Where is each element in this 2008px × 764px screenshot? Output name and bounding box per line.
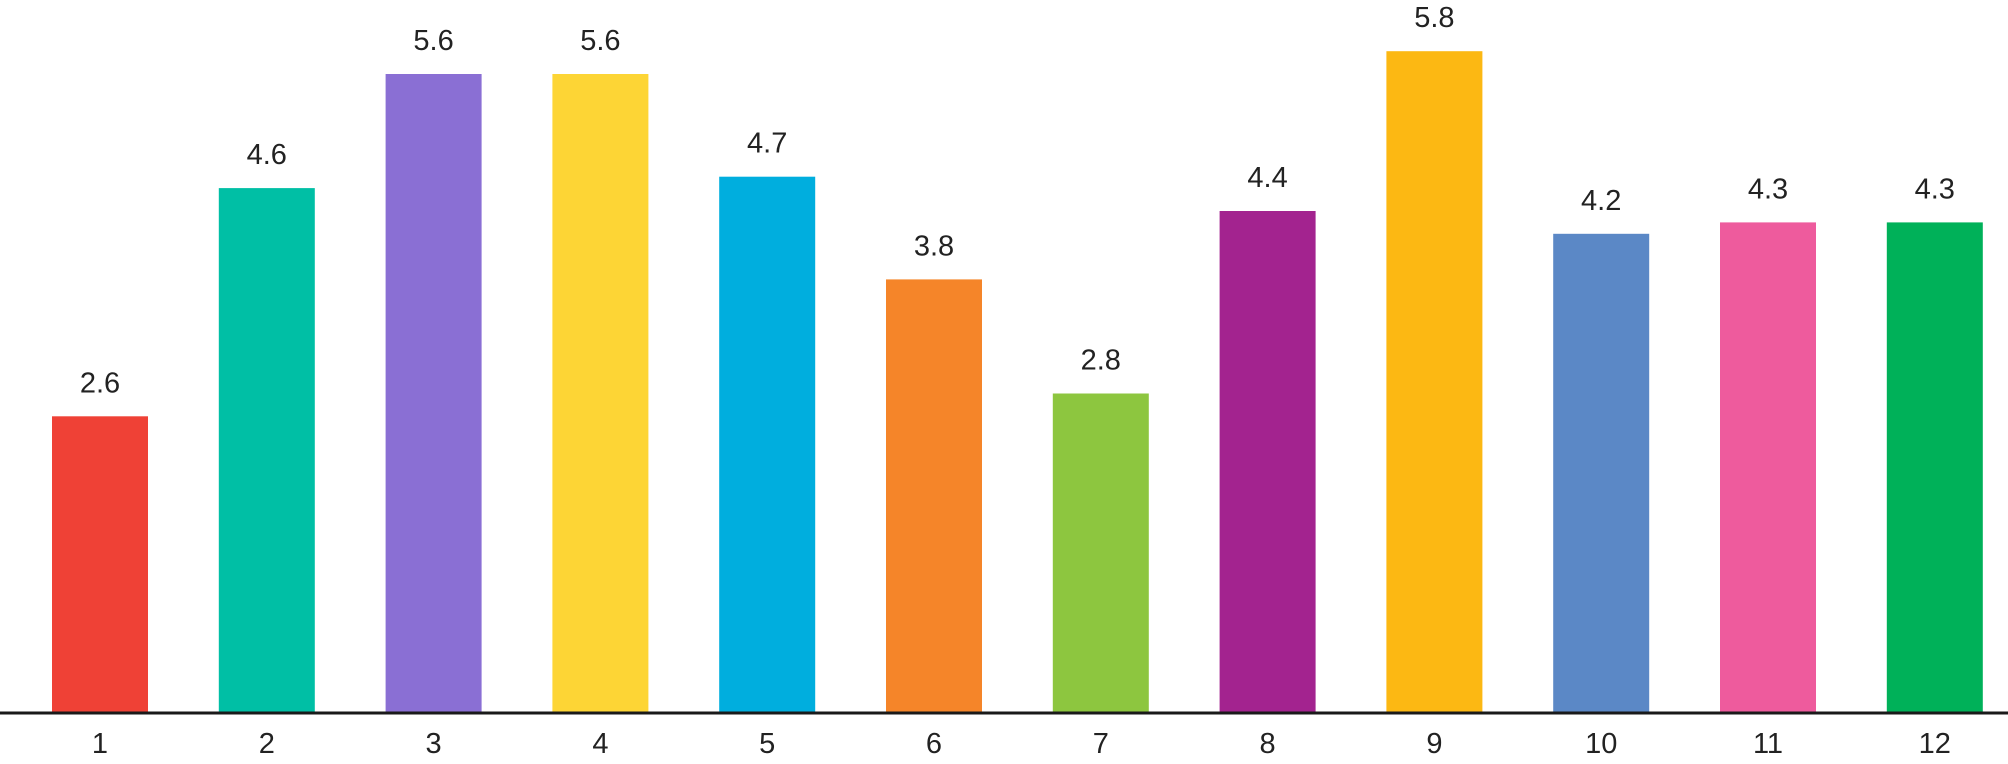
x-tick-label-9: 9 [1426,728,1442,760]
x-tick-label-6: 6 [926,728,942,760]
bar-5 [719,176,816,713]
bar-7 [1052,393,1149,713]
bars-group [52,51,1983,714]
bar-10 [1553,233,1650,714]
data-label-5: 4.7 [747,128,787,160]
data-label-2: 4.6 [247,139,287,171]
x-tick-label-11: 11 [1753,728,1783,760]
bar-12 [1886,222,1983,713]
data-label-11: 4.3 [1748,173,1788,205]
data-label-6: 3.8 [914,230,954,262]
x-tick-label-4: 4 [592,728,608,760]
data-label-8: 4.4 [1247,162,1287,194]
data-labels-group: 2.6 4.6 5.6 5.6 4.7 3.8 2.8 4.4 5.8 4.2 4.3 4.3 [80,2,1955,399]
bar-3 [385,74,482,713]
x-tick-labels-group: 1 2 3 4 5 6 7 8 9 10 11 12 [92,728,1951,760]
x-tick-label-7: 7 [1093,728,1109,760]
data-label-3: 5.6 [413,25,453,57]
data-label-1: 2.6 [80,367,120,399]
bar-11 [1720,222,1816,713]
data-label-12: 4.3 [1915,173,1955,205]
x-tick-label-5: 5 [759,728,775,760]
bar-2 [218,188,315,714]
x-tick-label-12: 12 [1919,728,1951,760]
bar-4 [552,74,649,713]
x-tick-label-8: 8 [1260,728,1276,760]
x-tick-label-1: 1 [92,728,108,760]
data-label-4: 5.6 [580,25,620,57]
bar-8 [1219,211,1316,713]
x-tick-label-2: 2 [259,728,275,760]
x-tick-label-3: 3 [426,728,442,760]
data-label-9: 5.8 [1414,2,1454,34]
bar-6 [886,279,982,713]
x-tick-label-10: 10 [1585,728,1617,760]
bar-9 [1386,51,1483,713]
data-label-7: 2.8 [1081,345,1121,377]
data-label-10: 4.2 [1581,185,1621,217]
bar-1 [52,416,148,713]
